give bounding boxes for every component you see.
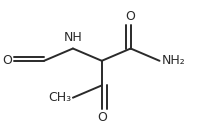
Text: NH: NH: [64, 31, 82, 44]
Text: O: O: [2, 54, 12, 67]
Text: O: O: [97, 111, 107, 124]
Text: NH₂: NH₂: [162, 54, 185, 67]
Text: O: O: [126, 10, 136, 22]
Text: CH₃: CH₃: [48, 91, 71, 104]
